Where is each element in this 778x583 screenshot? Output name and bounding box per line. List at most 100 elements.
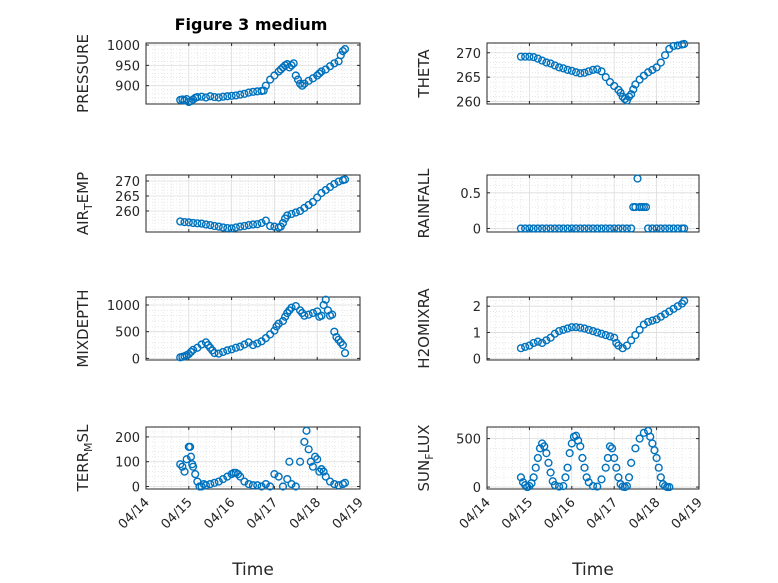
data-point	[206, 92, 215, 101]
data-point	[559, 64, 568, 73]
data-point	[313, 455, 322, 464]
data-point	[330, 59, 339, 68]
y-tick-label: 0	[132, 352, 140, 367]
data-point	[248, 87, 258, 96]
data-point	[340, 478, 350, 487]
data-point	[533, 337, 542, 346]
y-axis-label: AIRTEMP	[74, 172, 95, 235]
data-point	[178, 462, 187, 471]
data-point	[516, 224, 526, 233]
data-point	[567, 323, 576, 332]
data-point	[669, 224, 678, 233]
data-point	[310, 452, 320, 461]
data-point	[531, 463, 540, 472]
data-point	[191, 470, 200, 479]
data-point	[223, 92, 232, 101]
data-point	[266, 75, 275, 84]
data-point	[601, 330, 610, 340]
data-point	[516, 52, 526, 61]
data-point	[304, 76, 313, 85]
y-tick-label: 2	[473, 300, 481, 315]
data-point	[644, 317, 653, 327]
data-point	[176, 217, 185, 226]
x-axis-label: Time	[571, 560, 614, 580]
data-point	[214, 349, 223, 358]
data-point	[605, 332, 615, 341]
data-point	[610, 333, 619, 342]
data-point	[567, 224, 576, 233]
data-point	[576, 442, 585, 451]
data-point	[240, 89, 249, 98]
y-axis-label: MIXDEPTH	[74, 289, 92, 367]
data-point	[680, 224, 689, 233]
axes-box	[486, 296, 700, 361]
data-point	[542, 58, 551, 67]
data-point	[644, 224, 653, 233]
axes-background	[146, 297, 360, 360]
data-point	[184, 218, 193, 227]
data-point	[631, 80, 640, 89]
data-point	[565, 449, 574, 458]
data-point	[631, 330, 640, 340]
data-point	[218, 92, 228, 101]
data-point	[641, 202, 651, 212]
data-point	[576, 69, 585, 78]
data-point	[214, 222, 223, 231]
data-point	[210, 92, 219, 102]
data-point	[580, 224, 589, 233]
data-point	[544, 458, 553, 467]
data-point	[321, 295, 330, 304]
data-point	[533, 453, 542, 463]
data-point	[601, 73, 610, 82]
y-axis-label: THETA	[415, 49, 433, 99]
data-point	[635, 434, 644, 443]
data-point	[285, 63, 294, 72]
subplot-6: 0 1 2 H2OMIXRA	[415, 288, 700, 369]
subplot-1: 900 950 1000 PRESSURE	[74, 34, 361, 113]
data-point	[618, 224, 627, 233]
data-point	[660, 51, 670, 60]
data-point	[236, 90, 245, 99]
y-tick-label: 950	[115, 59, 140, 74]
subplot-2: 260 265 270 THETA	[415, 39, 700, 111]
data-point	[240, 477, 249, 486]
data-point	[578, 453, 587, 463]
data-point	[605, 442, 615, 451]
data-point	[236, 472, 245, 481]
data-point	[580, 324, 589, 333]
data-point	[338, 47, 347, 56]
data-point	[529, 53, 538, 62]
data-point	[302, 426, 311, 435]
data-point	[593, 65, 602, 74]
y-tick-label: 500	[115, 326, 140, 341]
y-axis-label: RAINFALL	[415, 168, 433, 239]
y-tick-label: 260	[456, 96, 481, 111]
data-point	[188, 95, 198, 104]
data-point	[680, 296, 689, 306]
data-point	[563, 224, 572, 233]
data-point	[516, 473, 526, 482]
data-point	[315, 467, 324, 476]
data-point	[295, 457, 305, 466]
data-point	[610, 224, 619, 233]
data-point	[340, 44, 350, 54]
data-point	[278, 316, 288, 326]
data-point	[571, 224, 581, 233]
data-point	[605, 224, 615, 233]
data-point	[631, 444, 640, 453]
data-point	[665, 482, 674, 492]
data-point	[285, 457, 294, 466]
data-point	[313, 193, 322, 202]
data-point	[223, 346, 232, 355]
y-tick-label: 0	[132, 481, 140, 496]
data-point	[236, 342, 245, 351]
data-point	[188, 345, 198, 354]
data-point	[206, 221, 215, 230]
data-point	[193, 92, 202, 102]
data-point	[597, 475, 606, 484]
data-point	[627, 90, 636, 99]
data-point	[201, 220, 211, 229]
data-point	[186, 347, 196, 357]
data-point	[652, 224, 661, 233]
data-point	[176, 460, 185, 469]
